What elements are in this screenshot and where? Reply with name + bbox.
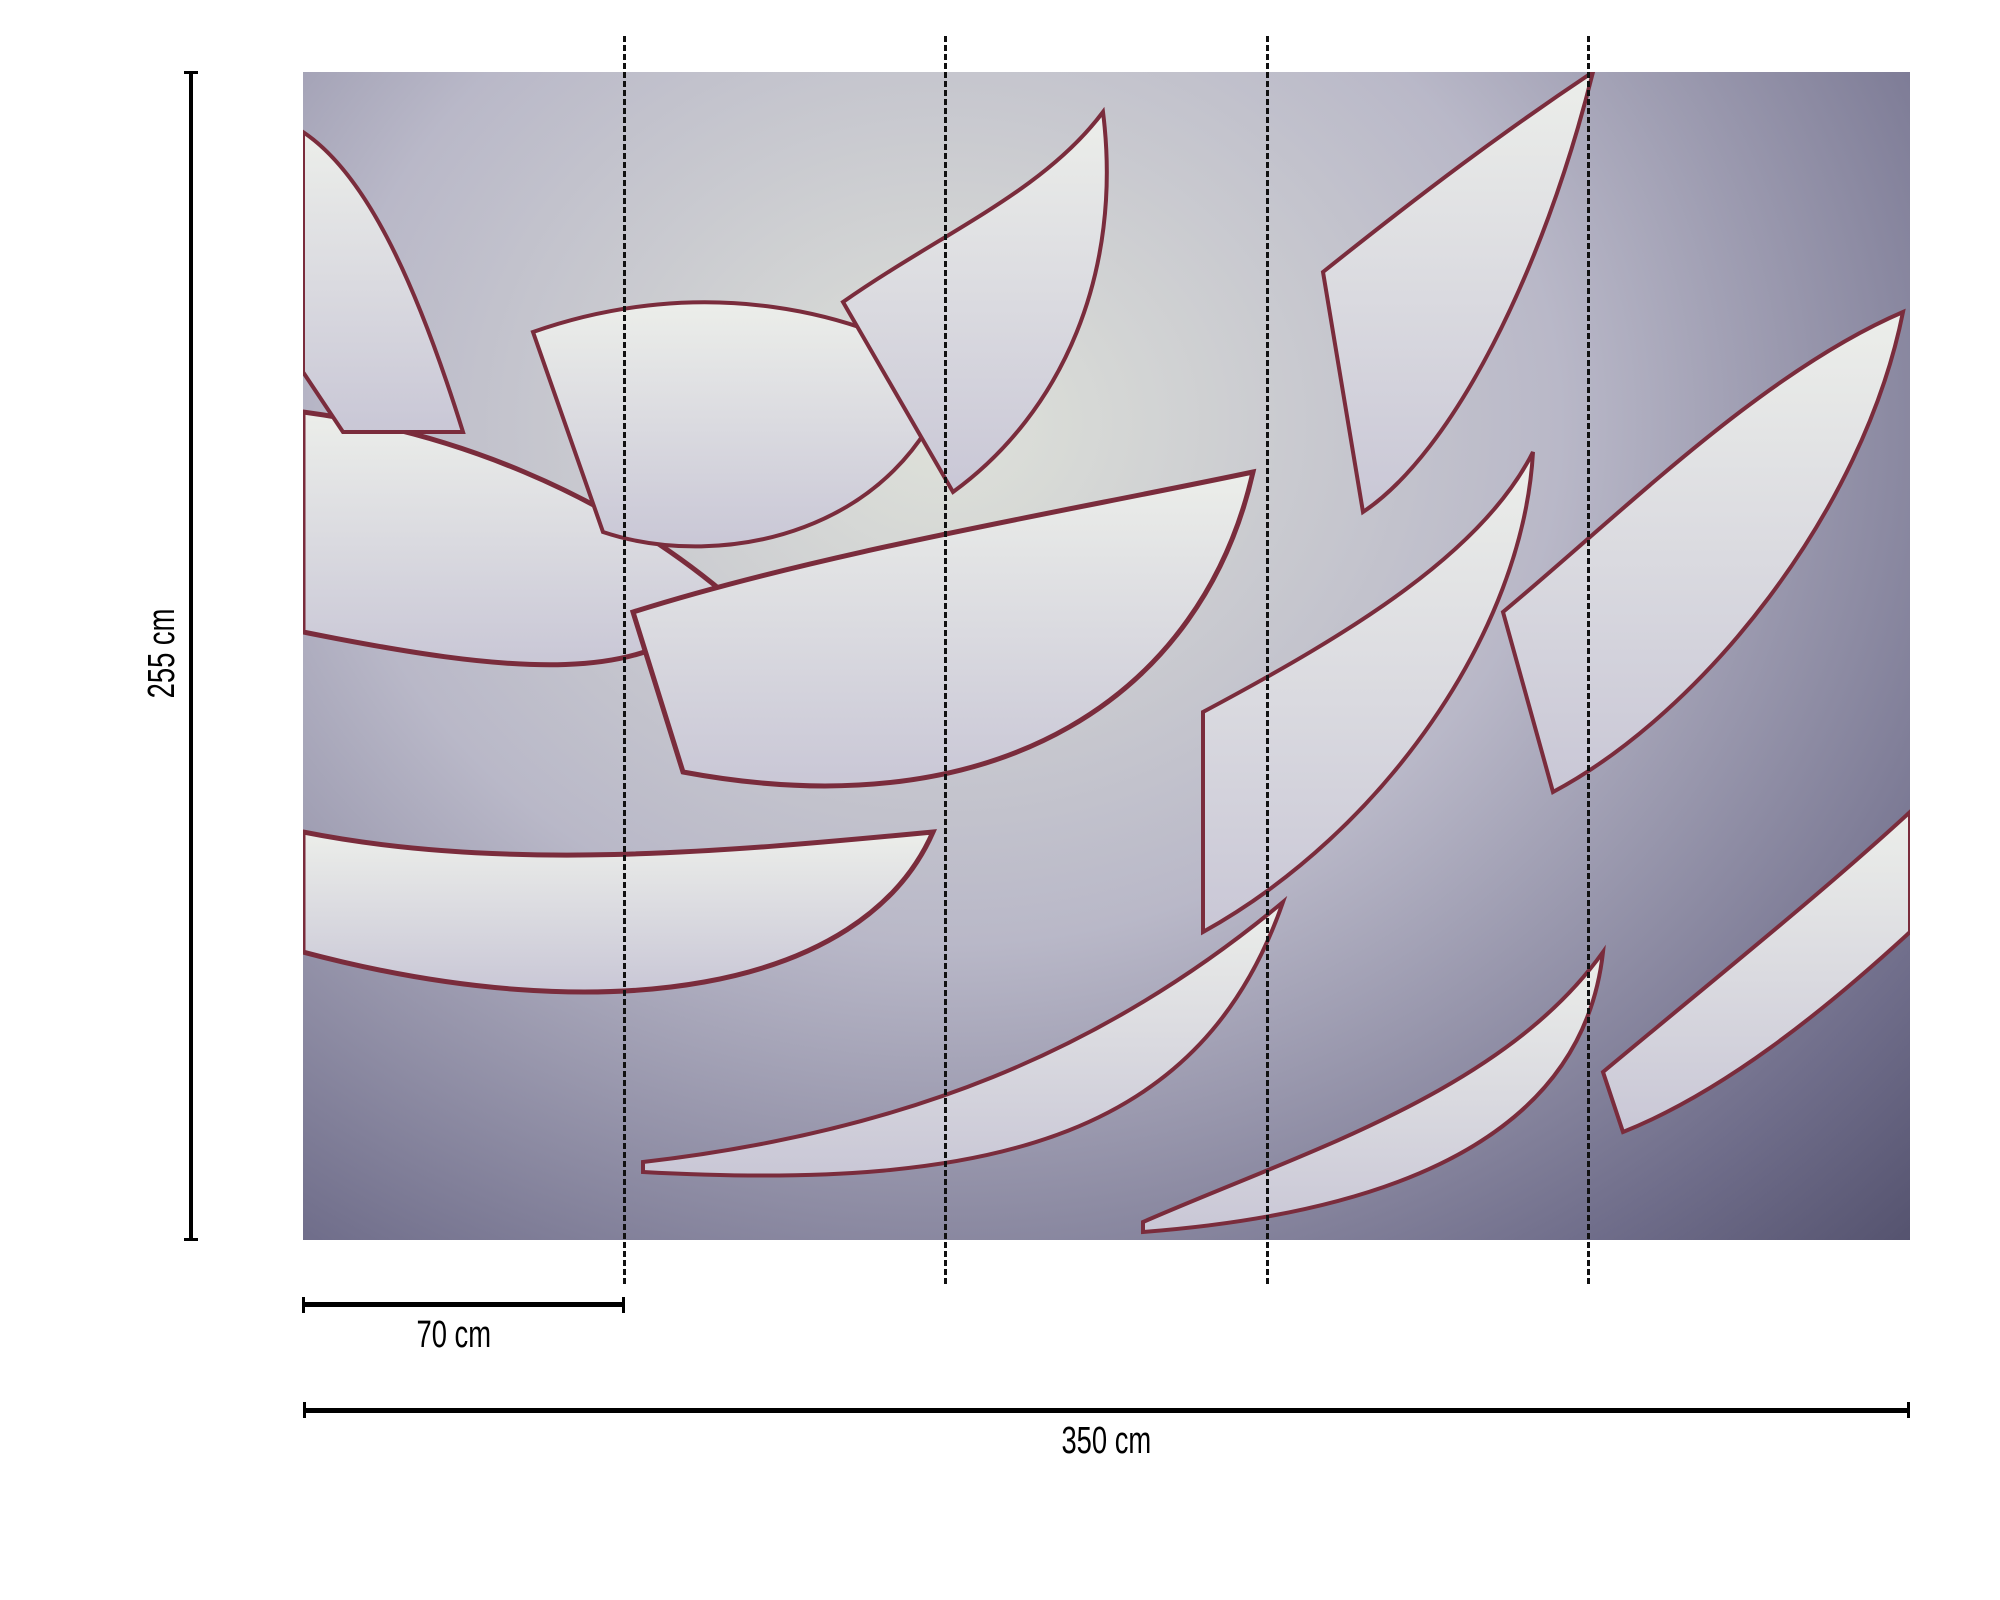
leaf [641,895,1288,1178]
panel-seam-4 [1587,36,1590,1284]
panel-seam-3 [1266,36,1269,1284]
panel-width-tick-right [622,1297,625,1313]
height-cap-top [184,71,198,74]
total-width-label: 350 cm [1061,1420,1152,1462]
panel-width-tick-left [302,1297,305,1313]
panel-width-label: 70 cm [416,1314,491,1356]
panel-width-line [303,1302,624,1307]
panel-seam-1 [623,36,626,1284]
panel-seam-2 [944,36,947,1284]
leaf [1141,944,1606,1235]
total-width-tick-left [303,1402,306,1418]
height-dimension-line [189,72,193,1240]
height-label: 255 cm [140,608,183,699]
height-cap-bottom [184,1238,198,1241]
total-width-line [304,1408,1909,1413]
leaf [303,829,938,995]
wallpaper-photo [303,72,1910,1240]
agave-image [303,72,1910,1235]
total-width-tick-right [1907,1402,1910,1418]
leaf [1500,308,1906,795]
leaf [629,468,1257,789]
leaf [1201,451,1535,936]
leaf [303,129,466,434]
leaf [1320,72,1596,516]
leaf [1600,809,1910,1135]
